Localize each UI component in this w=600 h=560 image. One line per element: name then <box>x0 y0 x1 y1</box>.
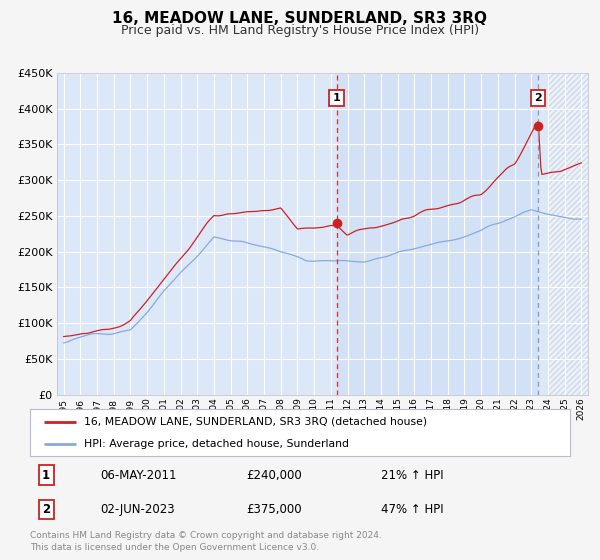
Text: 47% ↑ HPI: 47% ↑ HPI <box>381 503 443 516</box>
Text: 1: 1 <box>333 93 341 103</box>
Text: Contains HM Land Registry data © Crown copyright and database right 2024.
This d: Contains HM Land Registry data © Crown c… <box>30 531 382 552</box>
Bar <box>337 73 538 395</box>
Text: 2: 2 <box>535 93 542 103</box>
Text: £240,000: £240,000 <box>246 469 302 482</box>
Text: 02-JUN-2023: 02-JUN-2023 <box>100 503 175 516</box>
Text: 16, MEADOW LANE, SUNDERLAND, SR3 3RQ: 16, MEADOW LANE, SUNDERLAND, SR3 3RQ <box>113 11 487 26</box>
Text: Price paid vs. HM Land Registry's House Price Index (HPI): Price paid vs. HM Land Registry's House … <box>121 24 479 36</box>
Text: HPI: Average price, detached house, Sunderland: HPI: Average price, detached house, Sund… <box>84 438 349 449</box>
Text: 21% ↑ HPI: 21% ↑ HPI <box>381 469 443 482</box>
Text: 1: 1 <box>42 469 50 482</box>
Text: 06-MAY-2011: 06-MAY-2011 <box>100 469 176 482</box>
Text: 2: 2 <box>42 503 50 516</box>
Text: £375,000: £375,000 <box>246 503 302 516</box>
Bar <box>548 73 598 395</box>
Text: 16, MEADOW LANE, SUNDERLAND, SR3 3RQ (detached house): 16, MEADOW LANE, SUNDERLAND, SR3 3RQ (de… <box>84 417 427 427</box>
